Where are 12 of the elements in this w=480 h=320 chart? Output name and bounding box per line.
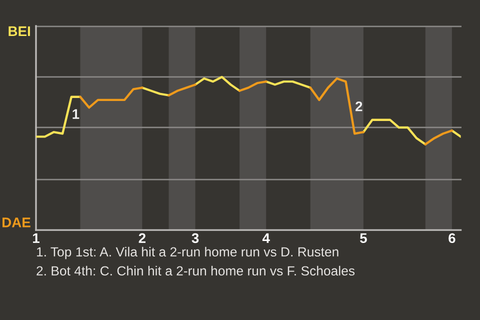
text: 1. Top 1st: A. Vila hit a 2-run home run vs D. Rusten: [37, 246, 338, 260]
text: BEI: [8, 26, 30, 36]
x-tick-label: 2: [138, 233, 146, 243]
x-tick-label: 4: [262, 233, 270, 243]
annotation: 2: [356, 101, 362, 112]
annotation: 1: [72, 109, 80, 119]
x-tick-label: 6: [448, 233, 456, 244]
x-tick-label: 3: [192, 233, 199, 244]
text: DAE: [2, 218, 30, 228]
text: 2. Bot 4th: C. Chin hit a 2-run home run vs F. Schoales: [36, 266, 355, 276]
x-tick-label: 1: [33, 233, 40, 243]
x-tick-label: 5: [360, 233, 367, 244]
